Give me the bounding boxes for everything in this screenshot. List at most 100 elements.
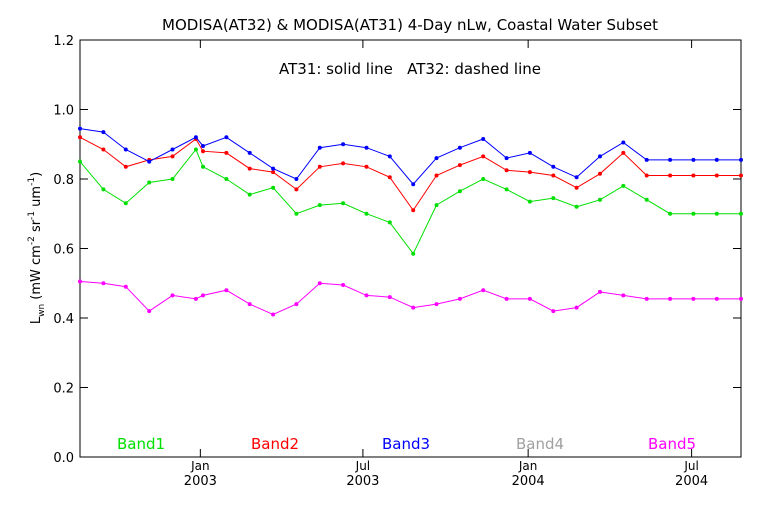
data-point-band3 (123, 147, 128, 152)
y-axis-label-sup3: -1 (27, 177, 37, 186)
data-point-band5 (714, 296, 719, 301)
data-point-band5 (201, 293, 205, 298)
data-point-band5 (457, 296, 462, 301)
y-tick-label: 0.6 (53, 243, 74, 258)
data-point-band2 (101, 147, 106, 152)
data-point-band5 (434, 302, 439, 307)
series-line-band3 (79, 128, 741, 185)
data-point-band3 (527, 150, 532, 155)
data-point-band5 (341, 283, 346, 287)
data-point-band5 (247, 302, 252, 307)
y-axis: 0.0 0.2 0.4 0.6 0.8 1.0 1.2 (53, 34, 741, 466)
series-line-band5 (79, 281, 741, 316)
data-point-band3 (644, 157, 649, 162)
data-point-band5 (101, 281, 106, 286)
y-tick-label: 0.4 (53, 312, 74, 327)
data-point-band1 (621, 183, 626, 188)
series-line-band2 (79, 136, 741, 212)
data-point-band2 (78, 135, 82, 140)
data-point-band5 (147, 309, 152, 314)
data-point-band2 (739, 173, 743, 178)
chart-annotation: AT31: solid line AT32: dashed line (279, 60, 541, 78)
data-point-band2 (247, 166, 252, 171)
data-point-band3 (504, 156, 509, 161)
data-point-band1 (271, 185, 276, 190)
y-tick-label: 0.0 (53, 451, 74, 466)
legend-item-band1: Band1 (117, 435, 165, 453)
data-point-band2 (598, 171, 602, 176)
y-axis-label-units-mid: sr (29, 219, 44, 236)
data-point-band5 (668, 296, 673, 301)
y-axis-label-sup1: -2 (27, 236, 37, 245)
data-point-band2 (271, 170, 276, 175)
data-point-band2 (668, 173, 673, 178)
data-point-band3 (457, 145, 462, 150)
data-point-band1 (504, 187, 509, 192)
data-point-band1 (387, 220, 392, 225)
data-point-band5 (411, 305, 416, 310)
data-point-band2 (224, 150, 229, 155)
data-point-band1 (644, 197, 649, 202)
data-point-band1 (201, 164, 205, 169)
data-point-band3 (294, 177, 299, 181)
data-point-band3 (739, 157, 743, 162)
data-point-band5 (294, 302, 299, 307)
data-point-band1 (247, 192, 252, 197)
x-tick-label-year: 2004 (512, 474, 545, 489)
data-point-band3 (714, 157, 719, 162)
data-point-band3 (364, 145, 369, 150)
x-tick-label-month: Jan (518, 459, 538, 473)
data-point-band2 (504, 168, 509, 173)
data-point-band2 (644, 173, 649, 178)
data-point-band2 (621, 150, 626, 155)
data-point-band3 (621, 140, 626, 145)
data-point-band3 (341, 142, 346, 147)
data-point-band3 (317, 145, 322, 150)
y-axis-label: Lwn (mW cm-2 sr-1 um-1) (27, 172, 47, 324)
data-point-band1 (668, 211, 673, 216)
x-tick-label-month: Jan (190, 459, 210, 473)
data-point-band1 (714, 211, 719, 216)
data-point-band2 (201, 149, 205, 154)
data-point-band2 (411, 208, 416, 213)
legend-item-band5: Band5 (648, 435, 696, 453)
data-point-band3 (411, 182, 416, 187)
data-point-band1 (193, 147, 198, 152)
data-point-band1 (170, 177, 175, 181)
y-axis-label-subscript: wn (37, 304, 47, 317)
data-point-band5 (527, 296, 532, 301)
data-point-band1 (101, 187, 106, 192)
data-point-band3 (193, 135, 198, 140)
y-axis-label-units-end: um (29, 186, 44, 211)
y-axis-label-sup2: -1 (27, 211, 37, 220)
x-tick-label-month: Jul (683, 459, 698, 473)
data-point-band1 (551, 196, 556, 201)
data-point-band5 (691, 296, 696, 301)
data-point-band5 (387, 295, 392, 300)
data-point-band3 (551, 164, 556, 169)
data-point-band3 (147, 159, 152, 164)
data-point-band2 (691, 173, 696, 178)
x-tick-label-year: 2003 (346, 474, 379, 489)
x-tick-label-month: Jul (355, 459, 370, 473)
y-axis-label-units: (mW cm (29, 245, 44, 304)
legend-item-band3: Band3 (382, 435, 430, 453)
data-point-band1 (411, 251, 416, 256)
data-point-band5 (317, 281, 322, 286)
y-tick-label: 1.0 (53, 104, 74, 119)
data-point-band1 (739, 211, 743, 216)
data-point-band1 (78, 159, 82, 164)
data-point-band3 (101, 130, 106, 135)
data-point-band1 (434, 203, 439, 208)
data-point-band5 (78, 279, 82, 284)
data-point-band5 (574, 305, 579, 310)
y-axis-label-main: L (29, 316, 44, 324)
data-point-band2 (387, 175, 392, 180)
chart-title: MODISA(AT32) & MODISA(AT31) 4-Day nLw, C… (162, 16, 658, 34)
legend-item-band4: Band4 (516, 435, 564, 453)
data-point-band5 (481, 288, 486, 293)
data-point-band3 (434, 156, 439, 161)
